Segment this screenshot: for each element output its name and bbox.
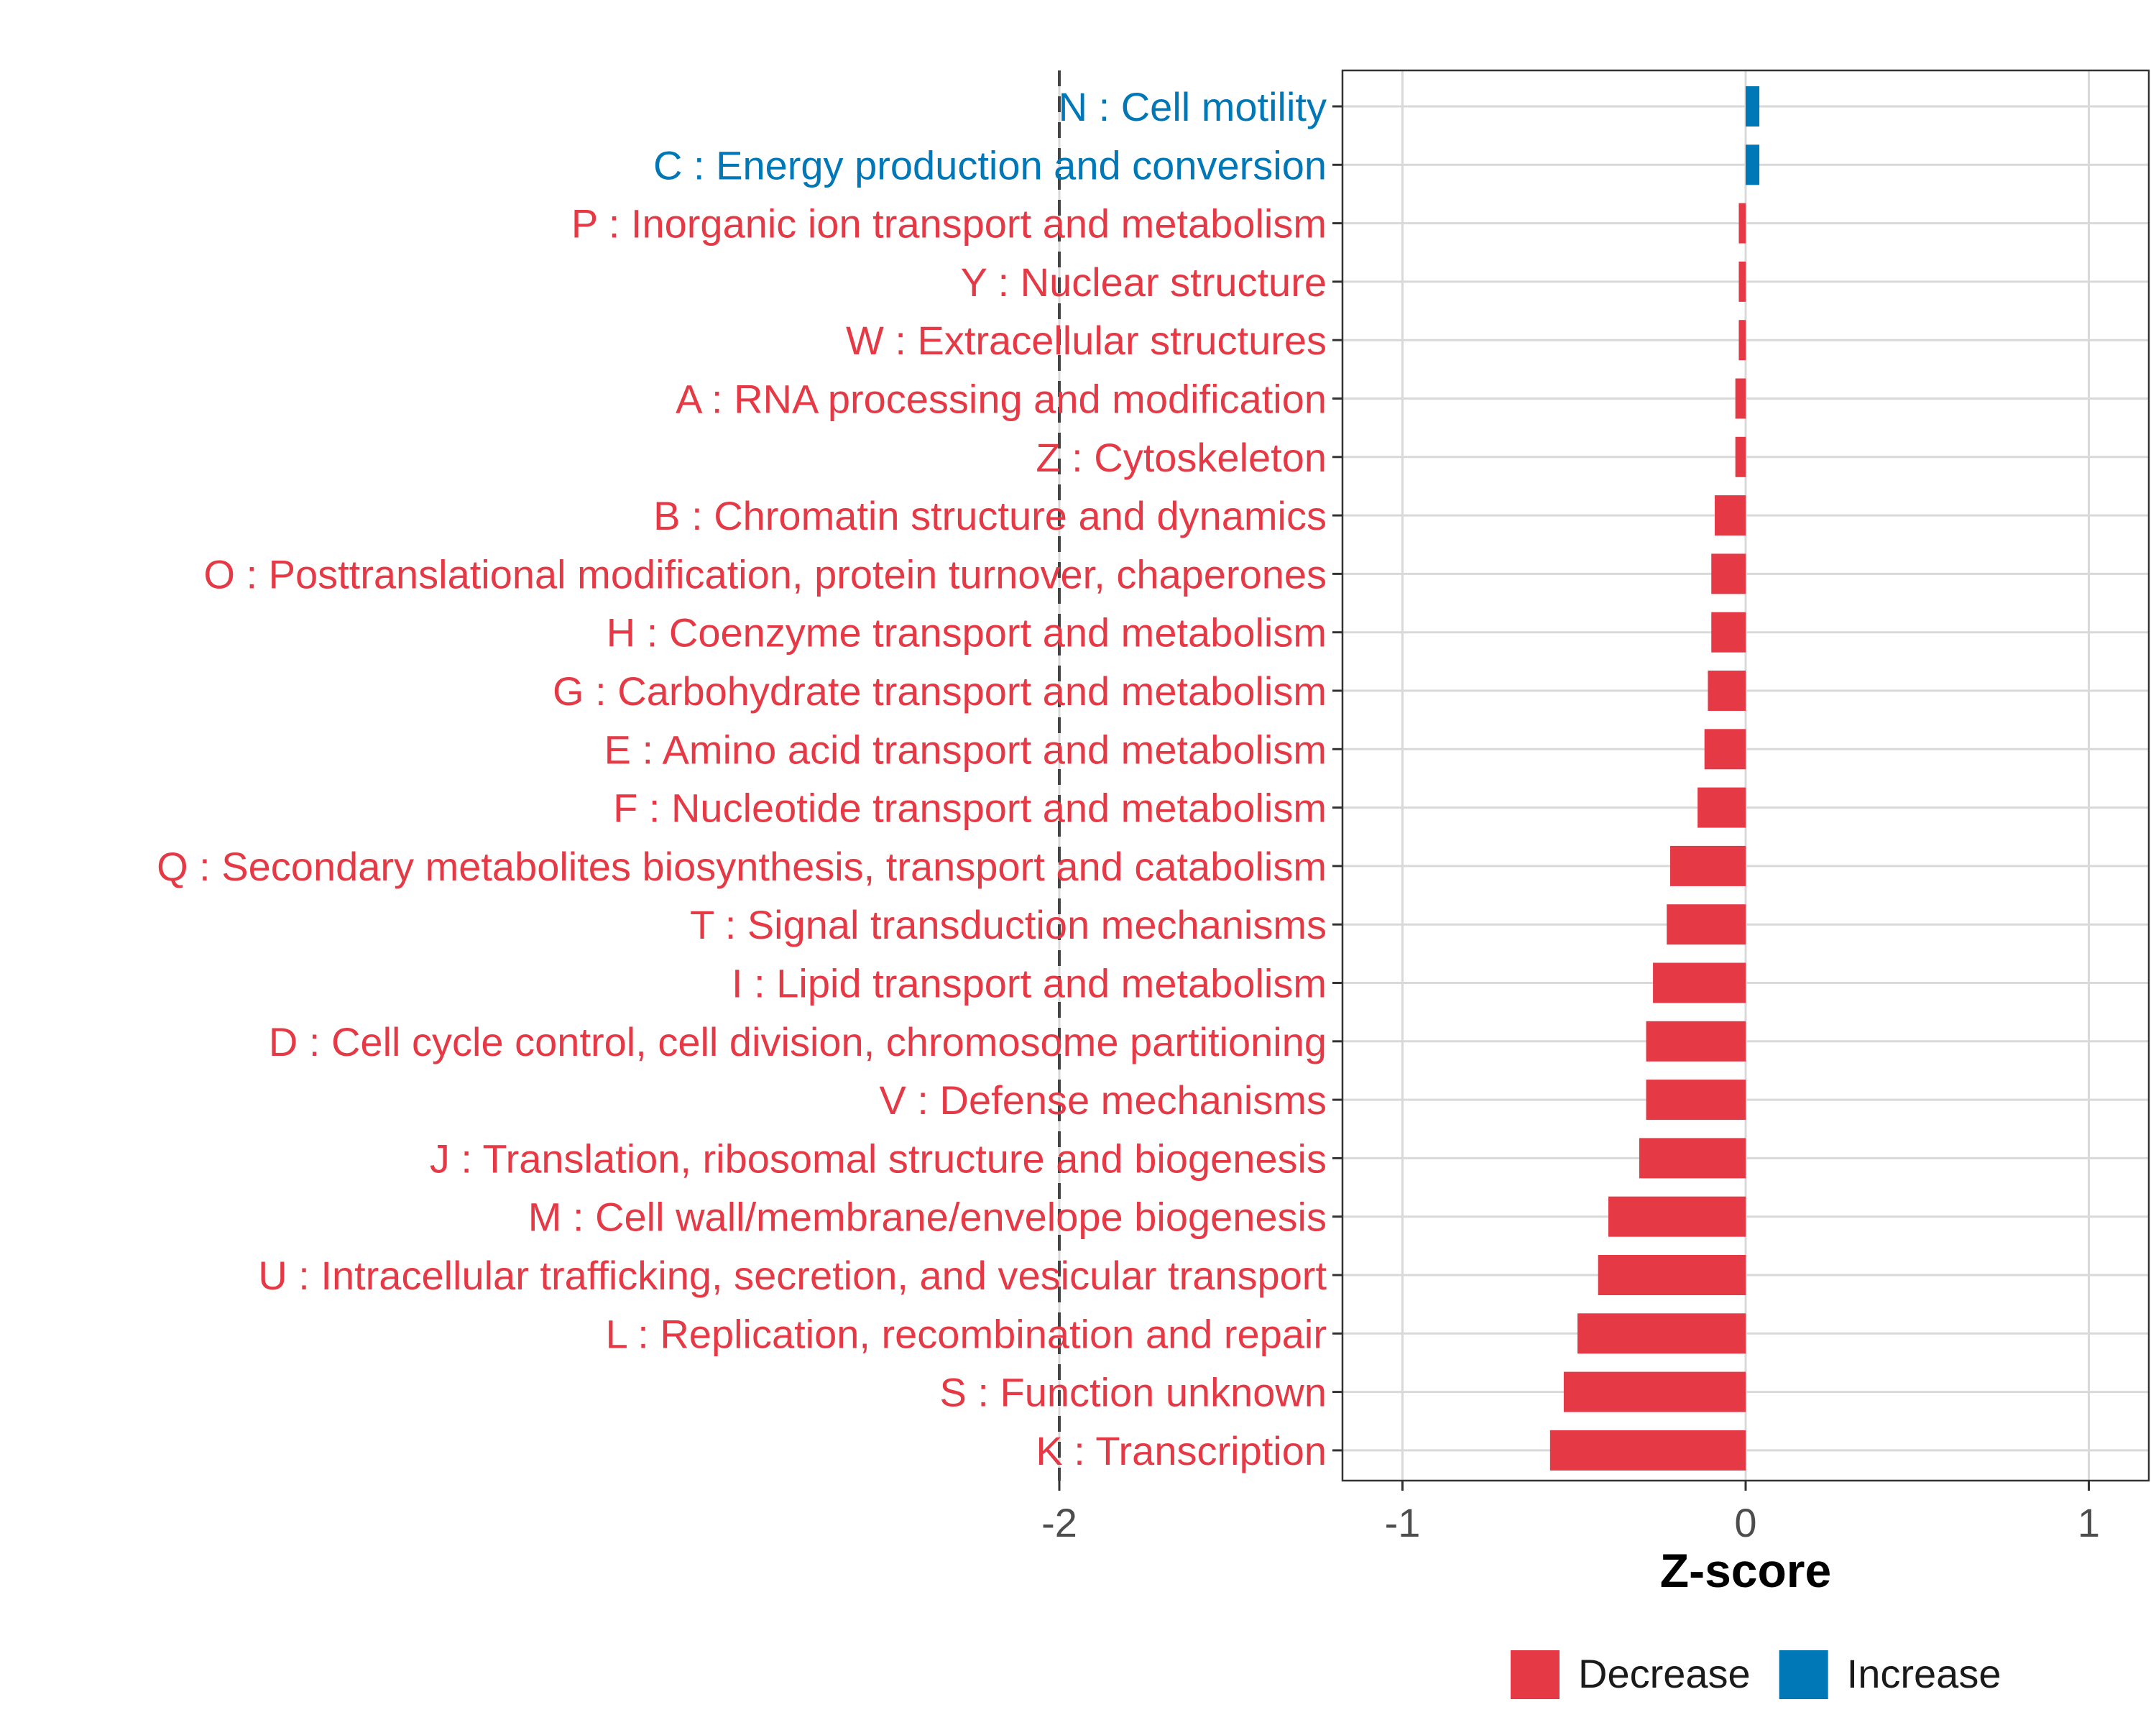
category-label: E : Amino acid transport and metabolism [604,727,1327,772]
bar-q [1669,845,1746,886]
bar-u [1598,1255,1746,1295]
bar-i [1653,962,1746,1003]
bar-f [1697,787,1746,828]
bar-z [1735,436,1746,477]
category-label: B : Chromatin structure and dynamics [653,493,1327,538]
bar-j [1639,1138,1746,1179]
bar-l [1577,1313,1746,1354]
bar-h [1711,612,1746,653]
bar-e [1704,729,1746,770]
category-label: J : Translation, ribosomal structure and… [430,1136,1327,1181]
category-label: H : Coenzyme transport and metabolism [607,610,1327,656]
bar-v [1646,1080,1746,1121]
legend-label-decrease: Decrease [1578,1651,1751,1696]
category-label: S : Function unknown [939,1370,1327,1415]
x-tick-label: -1 [1385,1500,1421,1545]
category-label: Q : Secondary metabolites biosynthesis, … [157,844,1327,889]
bar-t [1667,904,1746,945]
bar-p [1738,203,1746,244]
legend-swatch-increase [1779,1650,1828,1699]
category-label: W : Extracellular structures [846,318,1327,363]
bar-w [1738,320,1746,361]
category-label: F : Nucleotide transport and metabolism [613,786,1327,831]
bar-k [1549,1430,1746,1471]
category-label: Z : Cytoskeleton [1036,435,1327,480]
legend: Decrease Increase [1511,1650,2001,1699]
category-label: P : Inorganic ion transport and metaboli… [571,201,1327,247]
category-label: V : Defense mechanisms [880,1077,1327,1123]
category-label: N : Cell motility [1059,84,1327,129]
reference-lines [1058,70,1061,1481]
x-axis-ticks: -2-1012 [1041,1481,2100,1545]
bar-d [1646,1021,1746,1062]
bar-b [1715,495,1746,536]
category-label: O : Posttranslational modification, prot… [203,551,1327,597]
bar-n [1746,86,1760,126]
bars [1549,86,1760,1471]
category-label: C : Energy production and conversion [653,142,1327,188]
bar-s [1563,1371,1746,1412]
x-axis-title: Z-score [1660,1544,1831,1597]
y-axis-ticks: N : Cell motility C : Energy production a… [157,84,1342,1473]
legend-swatch-decrease [1511,1650,1560,1699]
category-label: U : Intracellular trafficking, secretion… [258,1253,1327,1298]
bar-c [1746,144,1760,185]
category-label: G : Carbohydrate transport and metabolis… [553,668,1327,714]
bar-m [1608,1196,1746,1237]
category-label: M : Cell wall/membrane/envelope biogenes… [528,1195,1327,1240]
category-label: T : Signal transduction mechanisms [690,902,1327,947]
bar-y [1738,261,1746,302]
bar-g [1708,671,1746,711]
category-label: I : Lipid transport and metabolism [732,961,1327,1006]
x-tick-label: -2 [1041,1500,1077,1545]
category-label: L : Replication, recombination and repai… [606,1311,1327,1356]
bar-a [1735,378,1746,419]
legend-label-increase: Increase [1847,1651,2001,1696]
x-tick-label: 1 [2078,1500,2100,1545]
x-tick-label: 0 [1734,1500,1756,1545]
bar-o [1711,553,1746,594]
category-label: A : RNA processing and modification [676,377,1327,422]
category-label: Y : Nuclear structure [961,259,1327,305]
category-label: D : Cell cycle control, cell division, c… [269,1019,1327,1064]
category-label: K : Transcription [1036,1428,1327,1473]
